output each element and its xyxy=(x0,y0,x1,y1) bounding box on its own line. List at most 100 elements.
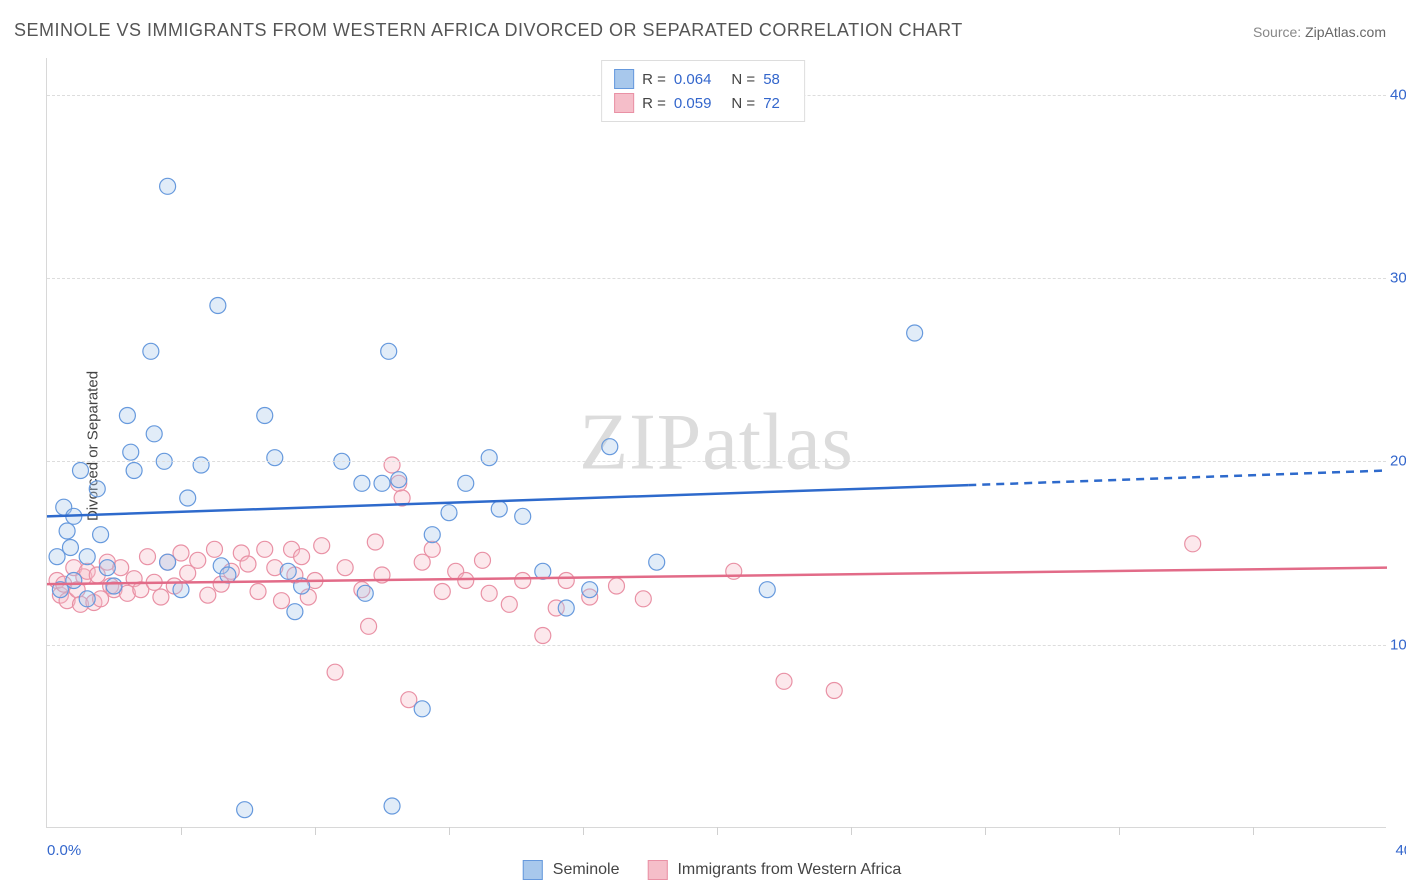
data-point xyxy=(207,541,223,557)
x-tick xyxy=(1253,827,1254,835)
data-point xyxy=(180,490,196,506)
data-point xyxy=(491,501,507,517)
data-point xyxy=(582,582,598,598)
source-attribution: Source: ZipAtlas.com xyxy=(1253,24,1386,40)
data-point xyxy=(441,505,457,521)
data-point xyxy=(119,408,135,424)
data-point xyxy=(458,475,474,491)
data-point xyxy=(173,582,189,598)
x-tick xyxy=(985,827,986,835)
data-point xyxy=(240,556,256,572)
x-tick xyxy=(449,827,450,835)
trend-line-extrapolated xyxy=(968,471,1387,486)
series2-swatch-icon xyxy=(614,93,634,113)
y-tick-label: 20.0% xyxy=(1390,453,1406,470)
data-point xyxy=(384,798,400,814)
r-value-1: 0.064 xyxy=(674,71,712,88)
legend-row-1: R = 0.064 N = 58 xyxy=(614,67,792,91)
data-point xyxy=(501,596,517,612)
data-point xyxy=(475,552,491,568)
data-point xyxy=(649,554,665,570)
data-point xyxy=(361,618,377,634)
gridline xyxy=(47,278,1386,279)
data-point xyxy=(314,538,330,554)
source-label: Source: xyxy=(1253,24,1301,40)
data-point xyxy=(257,408,273,424)
data-point xyxy=(776,673,792,689)
data-point xyxy=(190,552,206,568)
data-point xyxy=(59,523,75,539)
data-point xyxy=(79,549,95,565)
gridline xyxy=(47,645,1386,646)
data-point xyxy=(140,549,156,565)
source-value: ZipAtlas.com xyxy=(1305,24,1386,40)
data-point xyxy=(826,683,842,699)
data-point xyxy=(1185,536,1201,552)
data-point xyxy=(907,325,923,341)
data-point xyxy=(237,802,253,818)
data-point xyxy=(73,463,89,479)
data-point xyxy=(160,554,176,570)
data-point xyxy=(89,481,105,497)
r-value-2: 0.059 xyxy=(674,95,712,112)
x-tick xyxy=(851,827,852,835)
data-point xyxy=(153,589,169,605)
data-point xyxy=(200,587,216,603)
data-point xyxy=(327,664,343,680)
data-point xyxy=(66,573,82,589)
data-point xyxy=(481,585,497,601)
data-point xyxy=(294,549,310,565)
data-point xyxy=(257,541,273,557)
data-point xyxy=(287,604,303,620)
data-point xyxy=(458,573,474,589)
data-point xyxy=(79,591,95,607)
n-value-1: 58 xyxy=(763,71,780,88)
plot-area: ZIPatlas 0.0% 40.0% 10.0%20.0%30.0%40.0% xyxy=(46,58,1386,828)
n-value-2: 72 xyxy=(763,95,780,112)
data-point xyxy=(160,178,176,194)
x-axis-min-label: 0.0% xyxy=(47,842,81,859)
data-point xyxy=(424,527,440,543)
data-point xyxy=(93,527,109,543)
data-point xyxy=(635,591,651,607)
data-point xyxy=(357,585,373,601)
data-point xyxy=(609,578,625,594)
data-point xyxy=(515,573,531,589)
r-label-2: R = xyxy=(642,95,666,112)
n-label-1: N = xyxy=(731,71,755,88)
x-tick xyxy=(1119,827,1120,835)
legend-row-2: R = 0.059 N = 72 xyxy=(614,91,792,115)
x-tick xyxy=(717,827,718,835)
data-point xyxy=(535,628,551,644)
data-point xyxy=(143,343,159,359)
x-tick xyxy=(181,827,182,835)
data-point xyxy=(354,475,370,491)
data-point xyxy=(558,573,574,589)
y-tick-label: 10.0% xyxy=(1390,636,1406,653)
data-point xyxy=(99,560,115,576)
series2-legend-swatch-icon xyxy=(647,860,667,880)
n-label-2: N = xyxy=(731,95,755,112)
series-legend: Seminole Immigrants from Western Africa xyxy=(505,860,901,880)
data-point xyxy=(414,701,430,717)
data-point xyxy=(267,450,283,466)
data-point xyxy=(424,541,440,557)
data-point xyxy=(481,450,497,466)
data-point xyxy=(106,578,122,594)
series1-legend-label: Seminole xyxy=(553,861,620,879)
data-point xyxy=(280,563,296,579)
data-point xyxy=(558,600,574,616)
data-point xyxy=(391,472,407,488)
data-point xyxy=(381,343,397,359)
data-point xyxy=(367,534,383,550)
y-tick-label: 30.0% xyxy=(1390,270,1406,287)
plot-svg xyxy=(47,58,1386,827)
data-point xyxy=(220,567,236,583)
data-point xyxy=(123,444,139,460)
data-point xyxy=(434,584,450,600)
gridline xyxy=(47,461,1386,462)
chart-title: SEMINOLE VS IMMIGRANTS FROM WESTERN AFRI… xyxy=(14,20,963,41)
chart-container: SEMINOLE VS IMMIGRANTS FROM WESTERN AFRI… xyxy=(0,0,1406,892)
data-point xyxy=(602,439,618,455)
data-point xyxy=(374,475,390,491)
